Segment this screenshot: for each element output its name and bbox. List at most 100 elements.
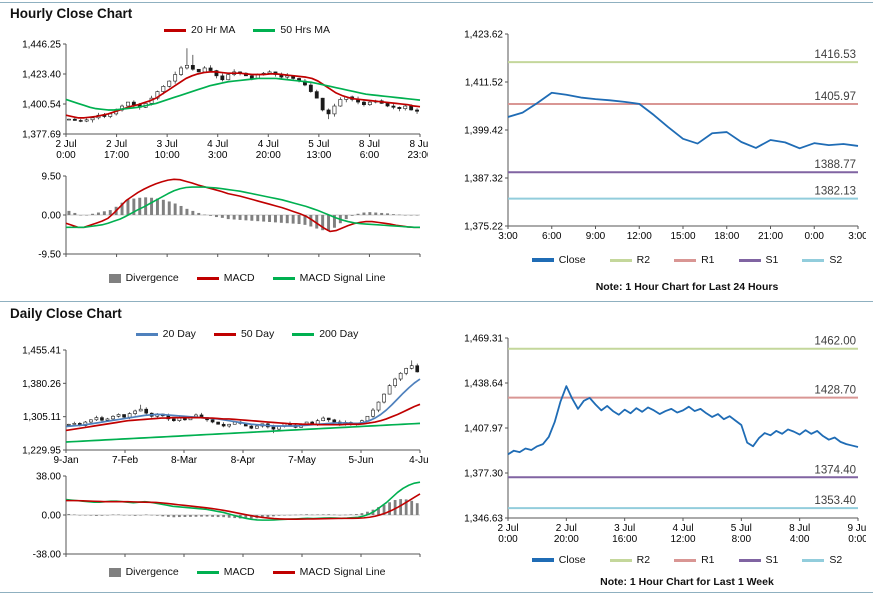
legend-item: R1: [674, 254, 715, 266]
hourly-ma-legend: 20 Hr MA 50 Hrs MA: [8, 24, 428, 36]
svg-text:4-Jul: 4-Jul: [409, 455, 428, 466]
legend-item: S1: [738, 254, 779, 266]
legend-label: 200 Day: [319, 328, 359, 340]
legend-swatch-close: [531, 258, 554, 262]
svg-text:0:00: 0:00: [498, 534, 518, 545]
svg-text:12:00: 12:00: [670, 534, 695, 545]
svg-text:2 Jul: 2 Jul: [497, 523, 518, 534]
legend-item: R2: [609, 554, 650, 566]
svg-text:8-Apr: 8-Apr: [231, 455, 256, 466]
legend-swatch-s2: [802, 258, 825, 262]
svg-text:1,400.54: 1,400.54: [22, 100, 61, 111]
legend-label: Close: [558, 554, 586, 566]
svg-text:1,305.11: 1,305.11: [23, 412, 62, 423]
svg-text:3 Jul: 3 Jul: [614, 523, 635, 534]
svg-text:4 Jul: 4 Jul: [207, 139, 228, 150]
svg-text:1462.00: 1462.00: [814, 336, 856, 348]
daily-sr-note: Note: 1 Hour Chart for Last 1 Week: [600, 576, 774, 588]
svg-text:1,377.69: 1,377.69: [22, 130, 61, 141]
svg-text:1353.40: 1353.40: [814, 495, 856, 507]
svg-text:1,469.31: 1,469.31: [464, 334, 503, 345]
svg-text:1374.40: 1374.40: [814, 464, 856, 476]
svg-text:1,407.97: 1,407.97: [464, 424, 503, 435]
svg-text:1,446.25: 1,446.25: [22, 40, 61, 51]
svg-text:1388.77: 1388.77: [814, 159, 856, 171]
legend-swatch-r2: [609, 258, 632, 262]
legend-swatch-close: [531, 558, 554, 562]
svg-text:18:00: 18:00: [714, 231, 739, 242]
daily-price-chart: 1,455.41 1,380.26 1,305.11 1,229.959-Jan 7-F…: [22, 346, 428, 467]
svg-text:4 Jul: 4 Jul: [672, 523, 693, 534]
svg-text:0.00: 0.00: [42, 211, 62, 222]
svg-text:0:00: 0:00: [56, 150, 76, 161]
svg-text:21:00: 21:00: [758, 231, 783, 242]
svg-text:1,423.40: 1,423.40: [22, 69, 61, 80]
svg-text:1,375.22: 1,375.22: [464, 222, 503, 233]
legend-swatch-50-day: [213, 332, 236, 336]
svg-text:0:00: 0:00: [805, 231, 825, 242]
legend-item: Divergence: [108, 272, 179, 284]
divider-top: [0, 2, 873, 3]
svg-text:0.00: 0.00: [42, 511, 62, 522]
svg-text:4 Jul: 4 Jul: [258, 139, 279, 150]
hourly-macd-legend: Divergence MACD MACD Signal Line: [8, 272, 428, 284]
hourly-section-title: Hourly Close Chart: [10, 6, 133, 21]
legend-swatch-200-day: [292, 332, 315, 336]
legend-swatch-s2: [802, 558, 825, 562]
svg-text:-9.50: -9.50: [38, 250, 61, 261]
svg-text:2 Jul: 2 Jul: [106, 139, 127, 150]
svg-text:8-Mar: 8-Mar: [171, 455, 198, 466]
svg-text:1,380.26: 1,380.26: [22, 379, 61, 390]
legend-item: 20 Hr MA: [164, 24, 235, 36]
legend-swatch-macd: [196, 276, 219, 280]
svg-text:10:00: 10:00: [155, 150, 180, 161]
svg-text:38.00: 38.00: [36, 472, 61, 483]
legend-item: R1: [674, 554, 715, 566]
svg-text:2 Jul: 2 Jul: [556, 523, 577, 534]
svg-text:16:00: 16:00: [612, 534, 637, 545]
legend-swatch-r1: [674, 558, 697, 562]
svg-text:1,411.52: 1,411.52: [465, 78, 504, 89]
legend-label: 20 Hr MA: [191, 24, 236, 36]
svg-text:3:00: 3:00: [848, 231, 866, 242]
daily-section-title: Daily Close Chart: [10, 306, 122, 321]
svg-text:23:00: 23:00: [407, 150, 428, 161]
svg-text:13:00: 13:00: [306, 150, 331, 161]
divider-middle: [0, 301, 873, 302]
legend-label: 50 Hrs MA: [280, 24, 330, 36]
legend-swatch-macd-signal-line: [272, 570, 295, 574]
legend-item: Close: [531, 254, 586, 266]
hourly-macd-chart: 9.50 0.00 -9.50: [38, 172, 421, 261]
legend-item: 20 Day: [135, 328, 196, 340]
svg-text:1,346.63: 1,346.63: [464, 514, 503, 525]
svg-text:1416.53: 1416.53: [814, 49, 856, 61]
legend-label: MACD Signal Line: [299, 272, 386, 284]
daily-sr-chart: 1,469.31 1,438.64 1,407.97 1,377.30 1,346.63…: [464, 334, 866, 546]
legend-swatch-20-hr-ma: [164, 28, 187, 32]
legend-item: R2: [609, 254, 650, 266]
legend-label: R1: [701, 554, 715, 566]
svg-text:8 Jul: 8 Jul: [789, 523, 810, 534]
svg-text:1,423.62: 1,423.62: [464, 30, 503, 41]
svg-text:1,455.41: 1,455.41: [22, 346, 61, 357]
legend-label: MACD: [223, 272, 255, 284]
hourly-sr-note: Note: 1 Hour Chart for Last 24 Hours: [595, 281, 779, 293]
svg-text:1,229.95: 1,229.95: [22, 446, 61, 457]
svg-text:20:00: 20:00: [256, 150, 281, 161]
svg-text:3:00: 3:00: [208, 150, 228, 161]
legend-swatch-s1: [738, 258, 761, 262]
svg-text:7-Feb: 7-Feb: [112, 455, 139, 466]
legend-item: Close: [531, 554, 586, 566]
legend-swatch-divergence: [108, 273, 121, 283]
legend-swatch-r2: [609, 558, 632, 562]
daily-macd-chart: 38.00 0.00 -38.00: [33, 472, 421, 561]
svg-text:8 Jul: 8 Jul: [359, 139, 380, 150]
svg-text:1405.97: 1405.97: [814, 91, 856, 103]
legend-label: R1: [701, 254, 715, 266]
hourly-sr-chart: 1,423.62 1,411.52 1,399.42 1,387.32 1,375.22…: [464, 30, 866, 243]
svg-text:1428.70: 1428.70: [814, 385, 856, 397]
legend-label: MACD Signal Line: [299, 566, 386, 578]
daily-ma-legend: 20 Day 50 Day 200 Day: [8, 328, 428, 340]
legend-label: S1: [765, 254, 779, 266]
